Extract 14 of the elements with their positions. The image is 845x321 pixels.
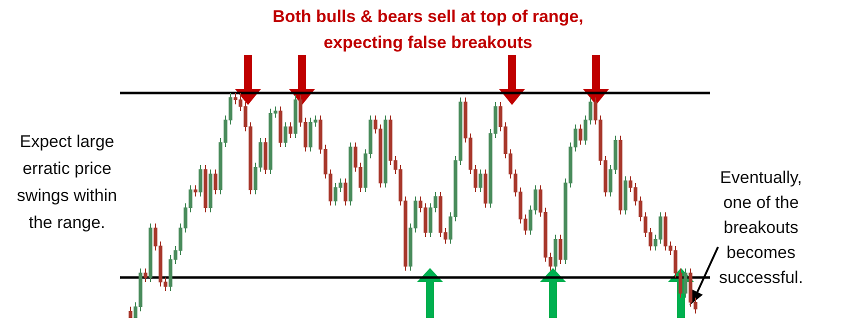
candlestick (578, 124, 582, 146)
candlestick (344, 178, 348, 206)
candlestick (558, 234, 562, 264)
candlestick (194, 184, 198, 197)
text: Eventually, one of the breakouts becomes successful. (718, 167, 804, 289)
text: Expect large erratic price swings within the range. (16, 131, 118, 234)
candlestick (288, 122, 292, 138)
candlestick (478, 169, 482, 192)
candlestick (198, 164, 202, 197)
candlestick (684, 268, 688, 298)
candlestick (214, 169, 218, 195)
candlestick (284, 122, 288, 148)
chart-title: Both bulls & bears sell at top of range, expecting false breakouts (272, 6, 584, 54)
candlestick (144, 268, 148, 282)
